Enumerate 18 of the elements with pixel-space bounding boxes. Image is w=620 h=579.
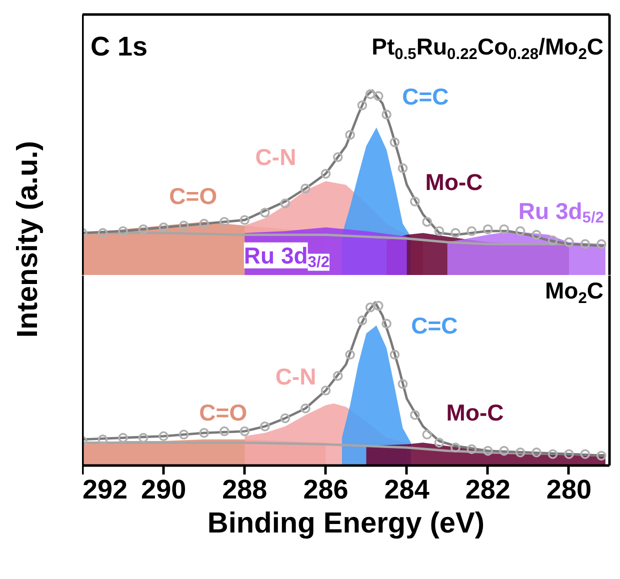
series-label: C-N bbox=[255, 144, 296, 170]
series-label: C=C bbox=[402, 84, 449, 110]
series-label: C=O bbox=[199, 399, 248, 426]
series-label: Mo-C bbox=[446, 400, 504, 426]
y-axis-title: Intensity (a.u.) bbox=[11, 141, 46, 338]
x-tick-label: 290 bbox=[141, 474, 186, 504]
series-label: Mo-C bbox=[425, 168, 483, 195]
x-tick-label: 284 bbox=[384, 474, 430, 504]
x-tick-label: 286 bbox=[303, 474, 348, 504]
series-label: C-N bbox=[275, 364, 316, 390]
x-tick-label: 292 bbox=[82, 474, 128, 504]
x-tick-label: 280 bbox=[546, 474, 592, 504]
x-tick-label: 282 bbox=[465, 474, 510, 504]
x-tick-label: 288 bbox=[222, 474, 268, 504]
x-axis-title: Binding Energy (eV) bbox=[207, 508, 485, 540]
chart-title: C 1s bbox=[90, 32, 148, 62]
series-label: C=O bbox=[169, 182, 218, 209]
series-label: C=C bbox=[411, 312, 458, 338]
